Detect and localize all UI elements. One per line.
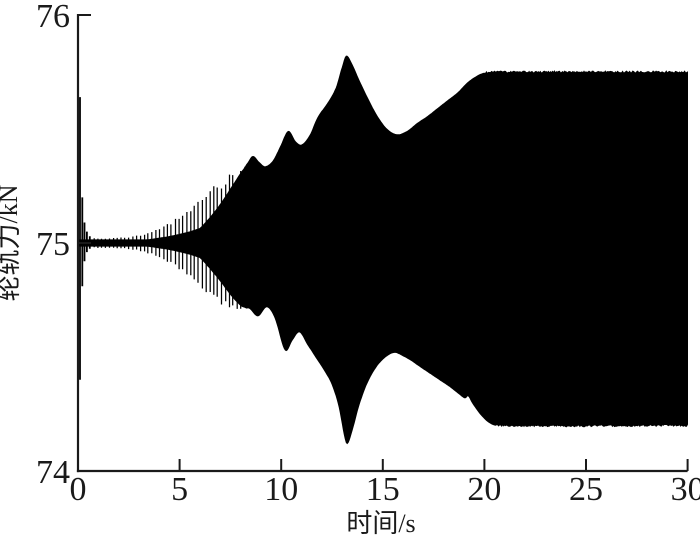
- x-axis-ticks: [77, 459, 689, 471]
- x-tick-label-20: 20: [467, 471, 501, 508]
- x-axis-tick-labels: 0 5 10 15 20 25 30: [70, 471, 700, 508]
- y-tick-label-75: 75: [36, 226, 70, 263]
- waveform-initial-transient: [79, 97, 91, 380]
- x-tick-label-10: 10: [264, 471, 298, 508]
- y-axis-ticks: [78, 14, 91, 472]
- x-axis-title: 时间/s: [346, 509, 415, 538]
- x-tick-label-25: 25: [569, 471, 603, 508]
- x-tick-label-5: 5: [171, 471, 188, 508]
- y-tick-label-74: 74: [36, 454, 70, 491]
- y-tick-label-76: 76: [36, 0, 70, 35]
- waveform-body: [77, 55, 688, 445]
- x-tick-label-30: 30: [671, 471, 700, 508]
- x-tick-label-0: 0: [70, 471, 87, 508]
- y-axis-title: 轮轨力/kN: [0, 184, 23, 301]
- x-tick-label-15: 15: [366, 471, 400, 508]
- y-axis-tick-labels: 74 75 76: [36, 0, 70, 491]
